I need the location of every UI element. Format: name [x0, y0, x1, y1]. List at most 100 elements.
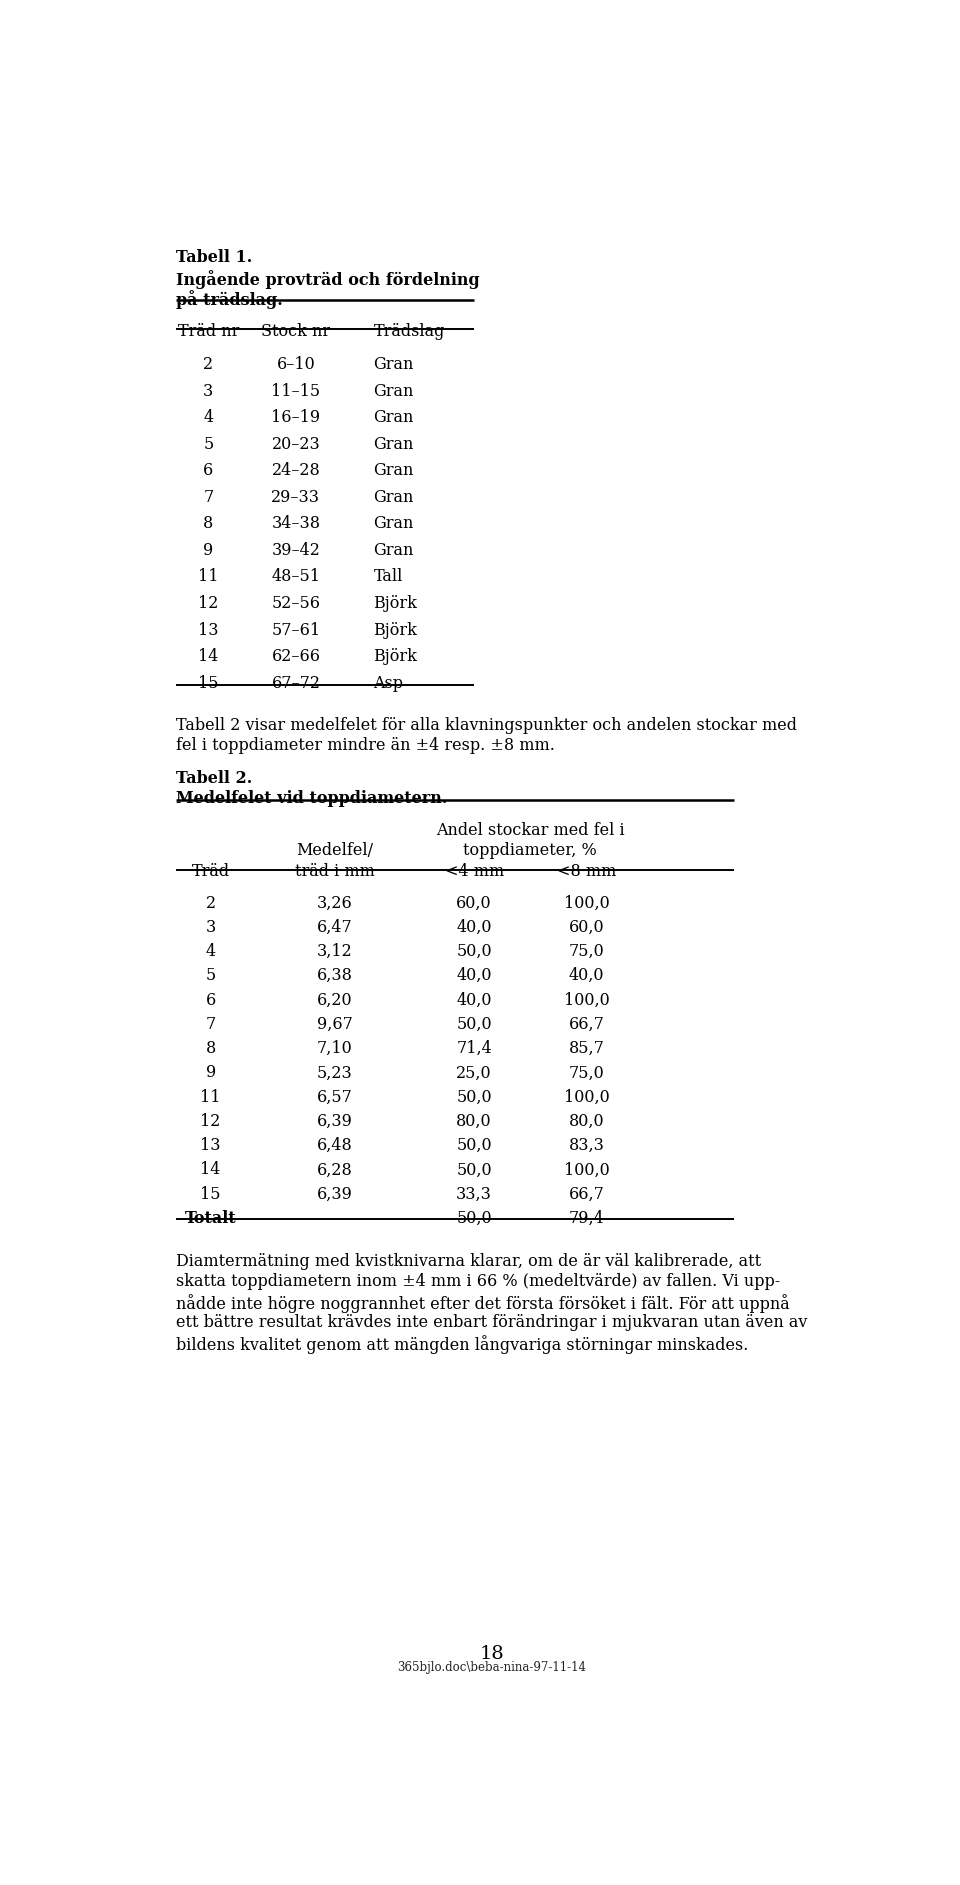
Text: fel i toppdiameter mindre än ±4 resp. ±8 mm.: fel i toppdiameter mindre än ±4 resp. ±8… — [176, 737, 555, 754]
Text: 33,3: 33,3 — [456, 1186, 492, 1203]
Text: 9: 9 — [205, 1065, 216, 1082]
Text: 15: 15 — [198, 675, 219, 692]
Text: 3: 3 — [205, 918, 216, 935]
Text: 75,0: 75,0 — [568, 1065, 605, 1082]
Text: 2: 2 — [204, 356, 213, 373]
Text: 8: 8 — [204, 515, 213, 532]
Text: Gran: Gran — [373, 515, 414, 532]
Text: Trädslag: Trädslag — [373, 322, 444, 339]
Text: 6–10: 6–10 — [276, 356, 315, 373]
Text: 79,4: 79,4 — [568, 1210, 605, 1227]
Text: 6,39: 6,39 — [317, 1186, 352, 1203]
Text: 6,28: 6,28 — [317, 1161, 352, 1178]
Text: 9: 9 — [204, 541, 213, 558]
Text: 50,0: 50,0 — [456, 942, 492, 959]
Text: 50,0: 50,0 — [456, 1090, 492, 1106]
Text: 12: 12 — [201, 1112, 221, 1129]
Text: 18: 18 — [480, 1646, 504, 1663]
Text: 85,7: 85,7 — [568, 1041, 605, 1057]
Text: 14: 14 — [198, 648, 219, 665]
Text: 20–23: 20–23 — [272, 435, 321, 452]
Text: 6,48: 6,48 — [317, 1137, 352, 1154]
Text: 7: 7 — [205, 1016, 216, 1033]
Text: Träd: Träd — [192, 863, 229, 880]
Text: 6,47: 6,47 — [317, 918, 352, 935]
Text: 12: 12 — [198, 596, 219, 613]
Text: Träd nr: Träd nr — [178, 322, 239, 339]
Text: 50,0: 50,0 — [456, 1161, 492, 1178]
Text: 39–42: 39–42 — [272, 541, 321, 558]
Text: 6,20: 6,20 — [317, 992, 352, 1008]
Text: 40,0: 40,0 — [456, 967, 492, 984]
Text: 75,0: 75,0 — [568, 942, 605, 959]
Text: 40,0: 40,0 — [568, 967, 604, 984]
Text: Asp: Asp — [373, 675, 403, 692]
Text: 3,12: 3,12 — [317, 942, 352, 959]
Text: 6: 6 — [204, 462, 213, 479]
Text: 34–38: 34–38 — [272, 515, 321, 532]
Text: 57–61: 57–61 — [272, 622, 321, 639]
Text: Gran: Gran — [373, 435, 414, 452]
Text: 48–51: 48–51 — [272, 569, 321, 586]
Text: 100,0: 100,0 — [564, 992, 610, 1008]
Text: 50,0: 50,0 — [456, 1137, 492, 1154]
Text: 40,0: 40,0 — [456, 918, 492, 935]
Text: Gran: Gran — [373, 541, 414, 558]
Text: 66,7: 66,7 — [568, 1186, 605, 1203]
Text: Björk: Björk — [373, 622, 418, 639]
Text: Björk: Björk — [373, 596, 418, 613]
Text: 11–15: 11–15 — [272, 383, 321, 400]
Text: 66,7: 66,7 — [568, 1016, 605, 1033]
Text: Ingående provträd och fördelning: Ingående provträd och fördelning — [176, 270, 480, 288]
Text: Gran: Gran — [373, 356, 414, 373]
Text: 6,57: 6,57 — [317, 1090, 352, 1106]
Text: <4 mm: <4 mm — [444, 863, 504, 880]
Text: Björk: Björk — [373, 648, 418, 665]
Text: 50,0: 50,0 — [456, 1210, 492, 1227]
Text: ett bättre resultat krävdes inte enbart förändringar i mjukvaran utan även av: ett bättre resultat krävdes inte enbart … — [176, 1314, 807, 1331]
Text: 11: 11 — [198, 569, 219, 586]
Text: 6,39: 6,39 — [317, 1112, 352, 1129]
Text: 8: 8 — [205, 1041, 216, 1057]
Text: 7: 7 — [204, 488, 213, 505]
Text: 60,0: 60,0 — [456, 895, 492, 912]
Text: 24–28: 24–28 — [272, 462, 321, 479]
Text: 9,67: 9,67 — [317, 1016, 352, 1033]
Text: Diamtermätning med kvistknivarna klarar, om de är väl kalibrerade, att: Diamtermätning med kvistknivarna klarar,… — [176, 1254, 761, 1270]
Text: bildens kvalitet genom att mängden långvariga störningar minskades.: bildens kvalitet genom att mängden långv… — [176, 1335, 748, 1353]
Text: nådde inte högre noggrannhet efter det första försöket i fält. För att uppnå: nådde inte högre noggrannhet efter det f… — [176, 1293, 789, 1312]
Text: Tabell 2.: Tabell 2. — [176, 769, 252, 786]
Text: Tall: Tall — [373, 569, 403, 586]
Text: 5,23: 5,23 — [317, 1065, 352, 1082]
Text: 15: 15 — [201, 1186, 221, 1203]
Text: 3: 3 — [204, 383, 213, 400]
Text: 67–72: 67–72 — [272, 675, 321, 692]
Text: skatta toppdiametern inom ±4 mm i 66 % (medeltvärde) av fallen. Vi upp-: skatta toppdiametern inom ±4 mm i 66 % (… — [176, 1274, 780, 1291]
Text: 40,0: 40,0 — [456, 992, 492, 1008]
Text: 100,0: 100,0 — [564, 895, 610, 912]
Text: 52–56: 52–56 — [272, 596, 321, 613]
Text: 6,38: 6,38 — [317, 967, 352, 984]
Text: 13: 13 — [201, 1137, 221, 1154]
Text: Gran: Gran — [373, 462, 414, 479]
Text: 5: 5 — [205, 967, 216, 984]
Text: 100,0: 100,0 — [564, 1090, 610, 1106]
Text: 11: 11 — [201, 1090, 221, 1106]
Text: 80,0: 80,0 — [456, 1112, 492, 1129]
Text: Stock nr: Stock nr — [261, 322, 330, 339]
Text: 5: 5 — [204, 435, 213, 452]
Text: 16–19: 16–19 — [272, 409, 321, 426]
Text: Tabell 2 visar medelfelet för alla klavningspunkter och andelen stockar med: Tabell 2 visar medelfelet för alla klavn… — [176, 716, 797, 733]
Text: Medelfelet vid toppdiametern.: Medelfelet vid toppdiametern. — [176, 790, 447, 807]
Text: 71,4: 71,4 — [456, 1041, 492, 1057]
Text: Totalt: Totalt — [185, 1210, 236, 1227]
Text: 365bjlo.doc\beba-nina-97-11-14: 365bjlo.doc\beba-nina-97-11-14 — [397, 1661, 587, 1674]
Text: 25,0: 25,0 — [456, 1065, 492, 1082]
Text: Gran: Gran — [373, 488, 414, 505]
Text: 83,3: 83,3 — [568, 1137, 605, 1154]
Text: 60,0: 60,0 — [568, 918, 605, 935]
Text: Gran: Gran — [373, 409, 414, 426]
Text: träd i mm: träd i mm — [295, 863, 374, 880]
Text: 4: 4 — [204, 409, 213, 426]
Text: toppdiameter, %: toppdiameter, % — [464, 843, 597, 860]
